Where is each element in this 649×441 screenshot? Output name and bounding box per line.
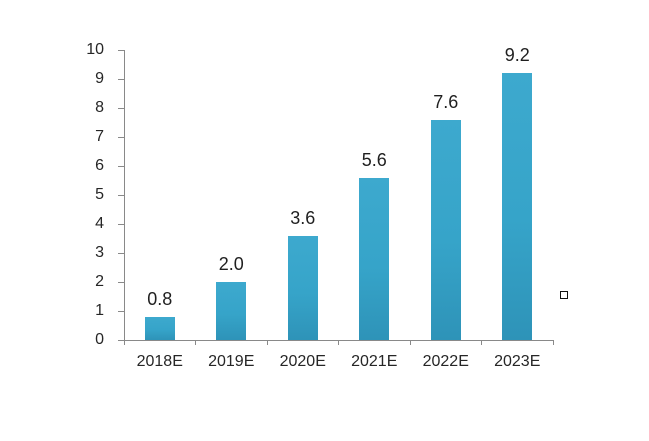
bar-value-label: 9.2 [504, 45, 530, 66]
y-tick-label: 4 [95, 215, 104, 232]
x-tick-label: 2020E [279, 353, 326, 370]
y-axis-tick [118, 281, 124, 283]
bar-value-label: 5.6 [361, 149, 387, 170]
legend-marker-empty-square-icon [560, 291, 568, 299]
bar-value-label: 7.6 [433, 91, 459, 112]
y-axis-tick [118, 49, 124, 51]
y-tick-label: 2 [95, 273, 104, 290]
x-axis-tick [338, 340, 339, 345]
y-axis-tick [118, 107, 124, 109]
x-tick-label: 2021E [351, 353, 398, 370]
y-axis-line [124, 50, 125, 341]
bar [144, 316, 175, 340]
x-axis-tick [552, 340, 554, 345]
y-tick-label: 1 [95, 302, 104, 319]
x-tick-label: 2018E [136, 353, 183, 370]
bar [502, 73, 533, 340]
x-tick-label: 2023E [494, 353, 541, 370]
y-axis-tick [118, 223, 124, 225]
bar [216, 282, 247, 340]
x-axis-tick [123, 340, 125, 345]
y-axis-tick [118, 252, 124, 254]
x-axis-tick [409, 340, 411, 345]
y-tick-label: 10 [86, 41, 104, 58]
y-tick-label: 6 [95, 157, 104, 174]
y-tick-label: 3 [95, 244, 104, 261]
y-axis-tick [118, 310, 124, 312]
y-axis-tick [118, 78, 124, 80]
y-axis-tick [118, 339, 124, 341]
bar-value-label: 2.0 [218, 254, 244, 274]
x-axis-tick [481, 340, 482, 345]
y-tick-label: 0 [95, 331, 104, 348]
y-axis-tick [118, 136, 124, 138]
x-axis-line [124, 340, 554, 341]
y-tick-label: 8 [95, 99, 104, 116]
y-tick-label: 5 [95, 186, 104, 203]
x-tick-label: 2019E [208, 353, 255, 370]
bar [359, 177, 390, 340]
x-axis-tick [266, 340, 268, 345]
bar-value-label: 0.8 [147, 288, 173, 309]
x-tick-label: 2022E [422, 353, 469, 370]
y-axis-tick [118, 165, 124, 167]
bar [287, 235, 318, 340]
x-axis-tick [195, 340, 196, 345]
bar [430, 119, 461, 340]
y-tick-label: 9 [95, 70, 104, 87]
y-axis-tick [118, 194, 124, 196]
y-tick-label: 7 [95, 128, 104, 145]
bar-value-label: 3.6 [290, 207, 316, 228]
